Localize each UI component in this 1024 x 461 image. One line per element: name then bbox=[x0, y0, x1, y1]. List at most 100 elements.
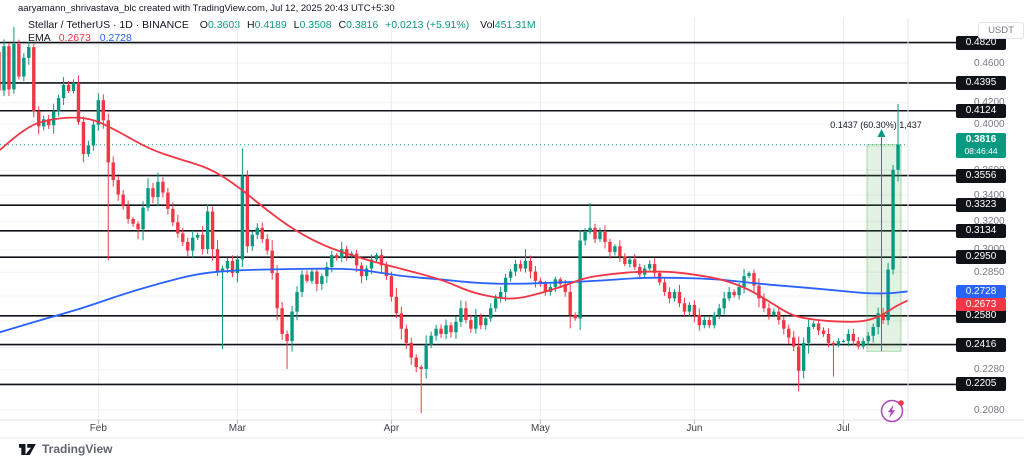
low-value: 0.3508 bbox=[299, 19, 332, 31]
candle-body bbox=[449, 325, 453, 333]
candle-body bbox=[295, 291, 299, 312]
candle-body bbox=[12, 43, 16, 90]
tradingview-logo-text: TradingView bbox=[42, 442, 113, 456]
candle-body bbox=[315, 271, 319, 284]
candle-body bbox=[777, 311, 781, 321]
candle-body bbox=[628, 259, 632, 264]
candle-body bbox=[866, 335, 870, 342]
candle-body bbox=[61, 84, 66, 99]
candle-body bbox=[280, 308, 284, 334]
candle-body bbox=[623, 256, 627, 264]
candle-body bbox=[91, 124, 96, 146]
last-price-label: 0.3816 08:46:44 bbox=[956, 133, 1006, 158]
candle-body bbox=[861, 341, 865, 347]
price-scale-currency-badge[interactable]: USDT bbox=[978, 22, 1024, 39]
candle-body bbox=[568, 291, 572, 315]
candle-body bbox=[796, 346, 801, 371]
candle-body bbox=[250, 234, 255, 247]
candle-body bbox=[682, 303, 687, 312]
candle-body bbox=[424, 344, 428, 369]
candle-body bbox=[662, 282, 667, 292]
candle-body bbox=[156, 181, 160, 198]
candle-body bbox=[265, 239, 269, 251]
candle-body bbox=[782, 320, 786, 329]
ema-label[interactable]: EMA bbox=[28, 32, 51, 44]
candle-body bbox=[801, 342, 806, 371]
candle-body bbox=[290, 311, 294, 342]
candle-body bbox=[667, 291, 672, 299]
candle-body bbox=[513, 263, 518, 272]
candle-body bbox=[46, 119, 51, 126]
candle-body bbox=[474, 316, 478, 329]
candle-body bbox=[737, 287, 741, 296]
close-label: C bbox=[338, 19, 347, 31]
candle-body bbox=[37, 111, 41, 127]
candle-body bbox=[136, 223, 140, 230]
candle-body bbox=[230, 260, 235, 274]
candle-body bbox=[464, 308, 468, 321]
candle-body bbox=[439, 328, 443, 334]
candle-body bbox=[508, 271, 513, 278]
candle-body bbox=[146, 188, 150, 208]
candle-body bbox=[126, 206, 130, 219]
candle-body bbox=[27, 47, 31, 58]
bar-countdown: 08:46:44 bbox=[964, 146, 998, 156]
candle-body bbox=[330, 255, 334, 267]
tradingview-logo[interactable]: TradingView bbox=[18, 440, 112, 458]
candle-body bbox=[886, 269, 890, 321]
candle-body bbox=[310, 271, 314, 281]
candle-body bbox=[210, 211, 215, 250]
candle-body bbox=[891, 169, 895, 270]
candle-body bbox=[399, 313, 404, 329]
candle-body bbox=[498, 291, 503, 299]
candle-body bbox=[454, 321, 458, 333]
high-value: 0.4189 bbox=[254, 19, 287, 31]
ema-slow-axis-label: 0.2728 bbox=[956, 285, 1006, 298]
candle-body bbox=[335, 255, 339, 258]
candle-body bbox=[51, 111, 56, 126]
candle-body bbox=[71, 82, 76, 91]
candle-body bbox=[106, 120, 110, 163]
candle-body bbox=[598, 232, 602, 240]
candle-body bbox=[727, 291, 731, 299]
candle-body bbox=[697, 314, 702, 326]
candle-body bbox=[434, 328, 438, 336]
candle-body bbox=[300, 274, 304, 292]
candle-body bbox=[518, 263, 523, 269]
candle-body bbox=[240, 175, 245, 260]
candle-body bbox=[364, 268, 369, 277]
candle-body bbox=[826, 333, 831, 343]
candle-body bbox=[881, 313, 885, 321]
candle-body bbox=[593, 227, 597, 240]
candle-body bbox=[374, 255, 379, 260]
candle-body bbox=[121, 194, 125, 207]
boost-lightning-icon[interactable] bbox=[878, 397, 908, 427]
candle-body bbox=[484, 318, 488, 326]
candle-body bbox=[633, 259, 637, 267]
candle-body bbox=[171, 208, 175, 223]
candle-body bbox=[260, 227, 264, 240]
candle-body bbox=[638, 266, 642, 275]
candle-body bbox=[523, 260, 528, 269]
candle-body bbox=[459, 308, 463, 322]
candle-body bbox=[851, 333, 856, 342]
candle-body bbox=[841, 341, 846, 343]
candle-body bbox=[42, 119, 46, 127]
candle-body bbox=[652, 263, 657, 274]
candle-body bbox=[588, 227, 592, 233]
candle-body bbox=[821, 330, 826, 334]
candle-body bbox=[856, 341, 860, 347]
ema-fast-line bbox=[0, 116, 909, 323]
candle-body bbox=[722, 298, 726, 309]
candle-body bbox=[608, 241, 612, 253]
candle-body bbox=[811, 323, 816, 327]
candle-body bbox=[692, 304, 697, 315]
low-label: L bbox=[293, 19, 300, 31]
candle-body bbox=[444, 325, 448, 334]
legend-row-symbol: Stellar / TetherUS · 1D · BINANCE O0.360… bbox=[28, 19, 536, 31]
symbol-title[interactable]: Stellar / TetherUS · 1D · BINANCE bbox=[28, 19, 189, 31]
candle-body bbox=[255, 227, 259, 235]
candle-body bbox=[876, 313, 880, 327]
candle-body bbox=[752, 273, 756, 286]
